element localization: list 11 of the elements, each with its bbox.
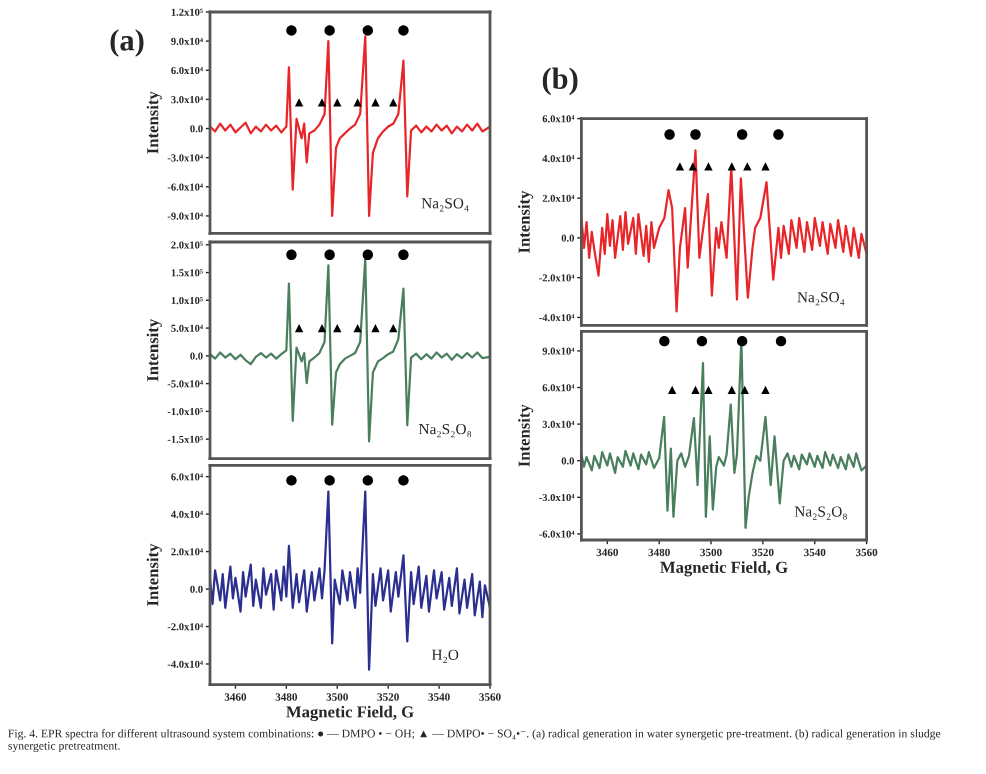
y-axis-title: Intensity bbox=[518, 404, 534, 467]
x-axis-title: Magnetic Field, G bbox=[660, 561, 788, 577]
text: (a) bbox=[110, 29, 144, 57]
y-axis-title: Intensity bbox=[146, 318, 162, 382]
y-axis-title: Intensity bbox=[146, 543, 162, 606]
line-series bbox=[581, 149, 867, 313]
x-axis-title: Magnetic Field, G bbox=[286, 705, 414, 722]
y-axis-title: Intensity bbox=[518, 190, 534, 253]
chart-title: (b) bbox=[542, 67, 578, 96]
line-series bbox=[210, 490, 490, 671]
y-axis-title: Intensity bbox=[146, 91, 162, 154]
